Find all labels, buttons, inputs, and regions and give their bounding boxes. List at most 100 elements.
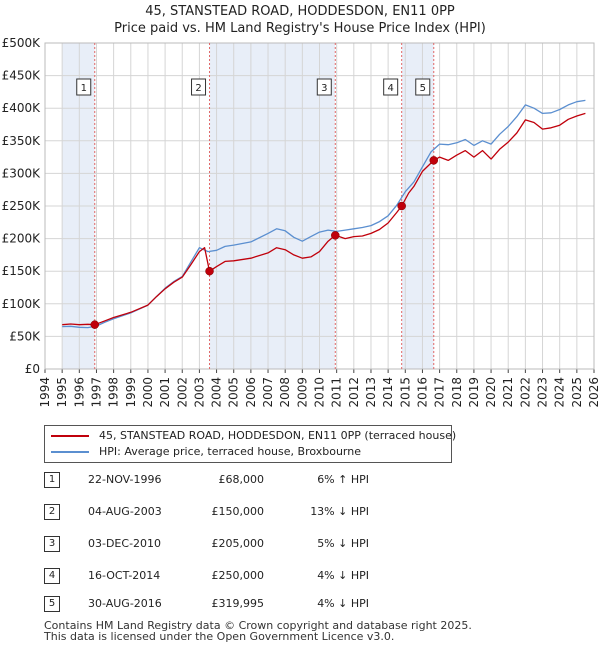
- x-tick-label: 2012: [347, 377, 361, 408]
- x-tick-label: 2005: [227, 377, 241, 408]
- x-tick-label: 2014: [381, 377, 395, 408]
- sale-point: [429, 156, 439, 165]
- footer-copyright: Contains HM Land Registry data © Crown c…: [44, 619, 472, 632]
- sale-point: [205, 266, 214, 276]
- x-tick-label: 2019: [467, 377, 481, 408]
- y-tick-label: £400K: [2, 101, 42, 115]
- footer-license: This data is licensed under the Open Gov…: [44, 630, 395, 643]
- x-tick-label: 2022: [518, 377, 532, 408]
- y-tick-label: £100K: [2, 297, 42, 311]
- sale-date: 16-OCT-2014: [88, 569, 161, 582]
- x-tick-label: 2026: [587, 377, 600, 408]
- sale-number-box: [383, 78, 399, 96]
- sale-number-badge: 4: [44, 568, 60, 584]
- x-tick-label: 2000: [141, 377, 155, 408]
- y-tick-label: £300K: [2, 166, 42, 180]
- x-tick-label: 2006: [244, 377, 258, 408]
- y-tick-label: £450K: [2, 69, 42, 83]
- y-tick-label: £250K: [2, 199, 42, 213]
- legend-swatch-hpi: [51, 451, 89, 453]
- x-tick-label: 2021: [501, 377, 515, 408]
- plot-border: [44, 42, 595, 370]
- price-chart: £0 £50K £100K £150K £200K £250K £300K £350K £400…: [2, 36, 600, 408]
- table-row: 5 30-AUG-2016 £319,995 4% ↓ HPI: [44, 594, 384, 614]
- legend-swatch-property: [51, 435, 89, 437]
- sale-hpi-diff: 6% ↑ HPI: [317, 473, 369, 486]
- x-tick-label: 2007: [261, 377, 275, 408]
- sale-number-label: 4: [387, 83, 393, 94]
- x-tick-label: 2004: [210, 377, 224, 408]
- y-tick-label: £200K: [2, 232, 42, 246]
- property-series-line: [62, 112, 586, 326]
- sale-number-badge: 3: [44, 536, 60, 552]
- sale-number-box: [191, 78, 207, 96]
- sale-date: 30-AUG-2016: [88, 597, 162, 610]
- table-row: 3 03-DEC-2010 £205,000 5% ↓ HPI: [44, 534, 384, 554]
- x-tick-label: 1995: [55, 377, 69, 408]
- legend-item-hpi: HPI: Average price, terraced house, Brox…: [51, 444, 361, 460]
- sale-price: £205,000: [211, 537, 265, 550]
- x-tick-label: 2018: [450, 377, 464, 408]
- x-tick-label: 2015: [398, 377, 412, 408]
- legend-label-hpi: HPI: Average price, terraced house, Brox…: [99, 445, 362, 458]
- x-tick-label: 2003: [192, 377, 206, 408]
- sale-point: [90, 320, 100, 329]
- x-tick-label: 1997: [89, 377, 103, 408]
- x-tick-label: 2020: [484, 377, 498, 408]
- x-tick-label: 2001: [158, 377, 172, 408]
- sale-hpi-diff: 4% ↓ HPI: [317, 597, 369, 610]
- sale-number-label: 2: [195, 83, 201, 94]
- x-tick-label: 1996: [72, 377, 86, 408]
- chart-title-address: 45, STANSTEAD ROAD, HODDESDON, EN11 0PP: [145, 4, 455, 19]
- y-tick-label: £50K: [9, 329, 41, 343]
- x-tick-label: 2016: [415, 377, 429, 408]
- x-tick-label: 2011: [330, 377, 344, 408]
- sale-date: 03-DEC-2010: [88, 537, 162, 550]
- sale-date: 04-AUG-2003: [88, 505, 162, 518]
- x-tick-label: 1994: [38, 377, 52, 408]
- table-row: 2 04-AUG-2003 £150,000 13% ↓ HPI: [44, 502, 384, 522]
- x-tick-label: 2013: [364, 377, 378, 408]
- y-tick-label: £350K: [2, 134, 42, 148]
- y-tick-label: £0: [25, 362, 40, 376]
- chart-title: 45, STANSTEAD ROAD, HODDESDON, EN11 0PP …: [0, 3, 600, 37]
- x-tick-label: 1999: [124, 377, 138, 408]
- table-row: 4 16-OCT-2014 £250,000 4% ↓ HPI: [44, 566, 384, 586]
- chart-legend: 45, STANSTEAD ROAD, HODDESDON, EN11 0PP …: [44, 425, 456, 463]
- sale-date: 22-NOV-1996: [88, 473, 162, 486]
- sale-number-badge: 1: [44, 472, 60, 488]
- y-tick-label: £500K: [2, 36, 42, 50]
- x-tick-label: 2010: [313, 377, 327, 408]
- legend-item-property: 45, STANSTEAD ROAD, HODDESDON, EN11 0PP …: [51, 428, 456, 444]
- sale-hpi-diff: 5% ↓ HPI: [317, 537, 369, 550]
- sale-number-label: 3: [321, 83, 327, 94]
- sale-price: £68,000: [218, 473, 265, 486]
- x-tick-label: 2009: [295, 377, 309, 408]
- legend-label-property: 45, STANSTEAD ROAD, HODDESDON, EN11 0PP …: [99, 429, 457, 442]
- sale-number-label: 1: [81, 83, 87, 94]
- sale-price: £150,000: [211, 505, 265, 518]
- x-tick-label: 2023: [536, 377, 550, 408]
- sale-number-label: 5: [420, 83, 426, 94]
- x-tick-label: 1998: [107, 377, 121, 408]
- sale-price: £319,995: [211, 597, 265, 610]
- x-tick-label: 2024: [553, 377, 567, 408]
- footer-attribution: Contains HM Land Registry data © Crown c…: [44, 620, 472, 642]
- sale-number-badge: 2: [44, 504, 60, 520]
- x-tick-label: 2017: [433, 377, 447, 408]
- y-tick-label: £150K: [2, 264, 42, 278]
- sale-point: [397, 201, 406, 211]
- table-row: 1 22-NOV-1996 £68,000 6% ↑ HPI: [44, 470, 384, 490]
- chart-subtitle: Price paid vs. HM Land Registry's House …: [114, 21, 486, 36]
- sale-point: [331, 231, 340, 240]
- sale-number-box: [415, 78, 431, 96]
- x-tick-label: 2025: [570, 377, 584, 408]
- sale-number-badge: 5: [44, 596, 60, 612]
- x-tick-label: 2002: [175, 377, 189, 408]
- sale-hpi-diff: 13% ↓ HPI: [310, 505, 369, 518]
- sale-number-box: [76, 78, 92, 96]
- x-tick-label: 2008: [278, 377, 292, 408]
- sale-price: £250,000: [211, 569, 265, 582]
- sale-hpi-diff: 4% ↓ HPI: [317, 569, 369, 582]
- sale-number-box: [316, 78, 332, 96]
